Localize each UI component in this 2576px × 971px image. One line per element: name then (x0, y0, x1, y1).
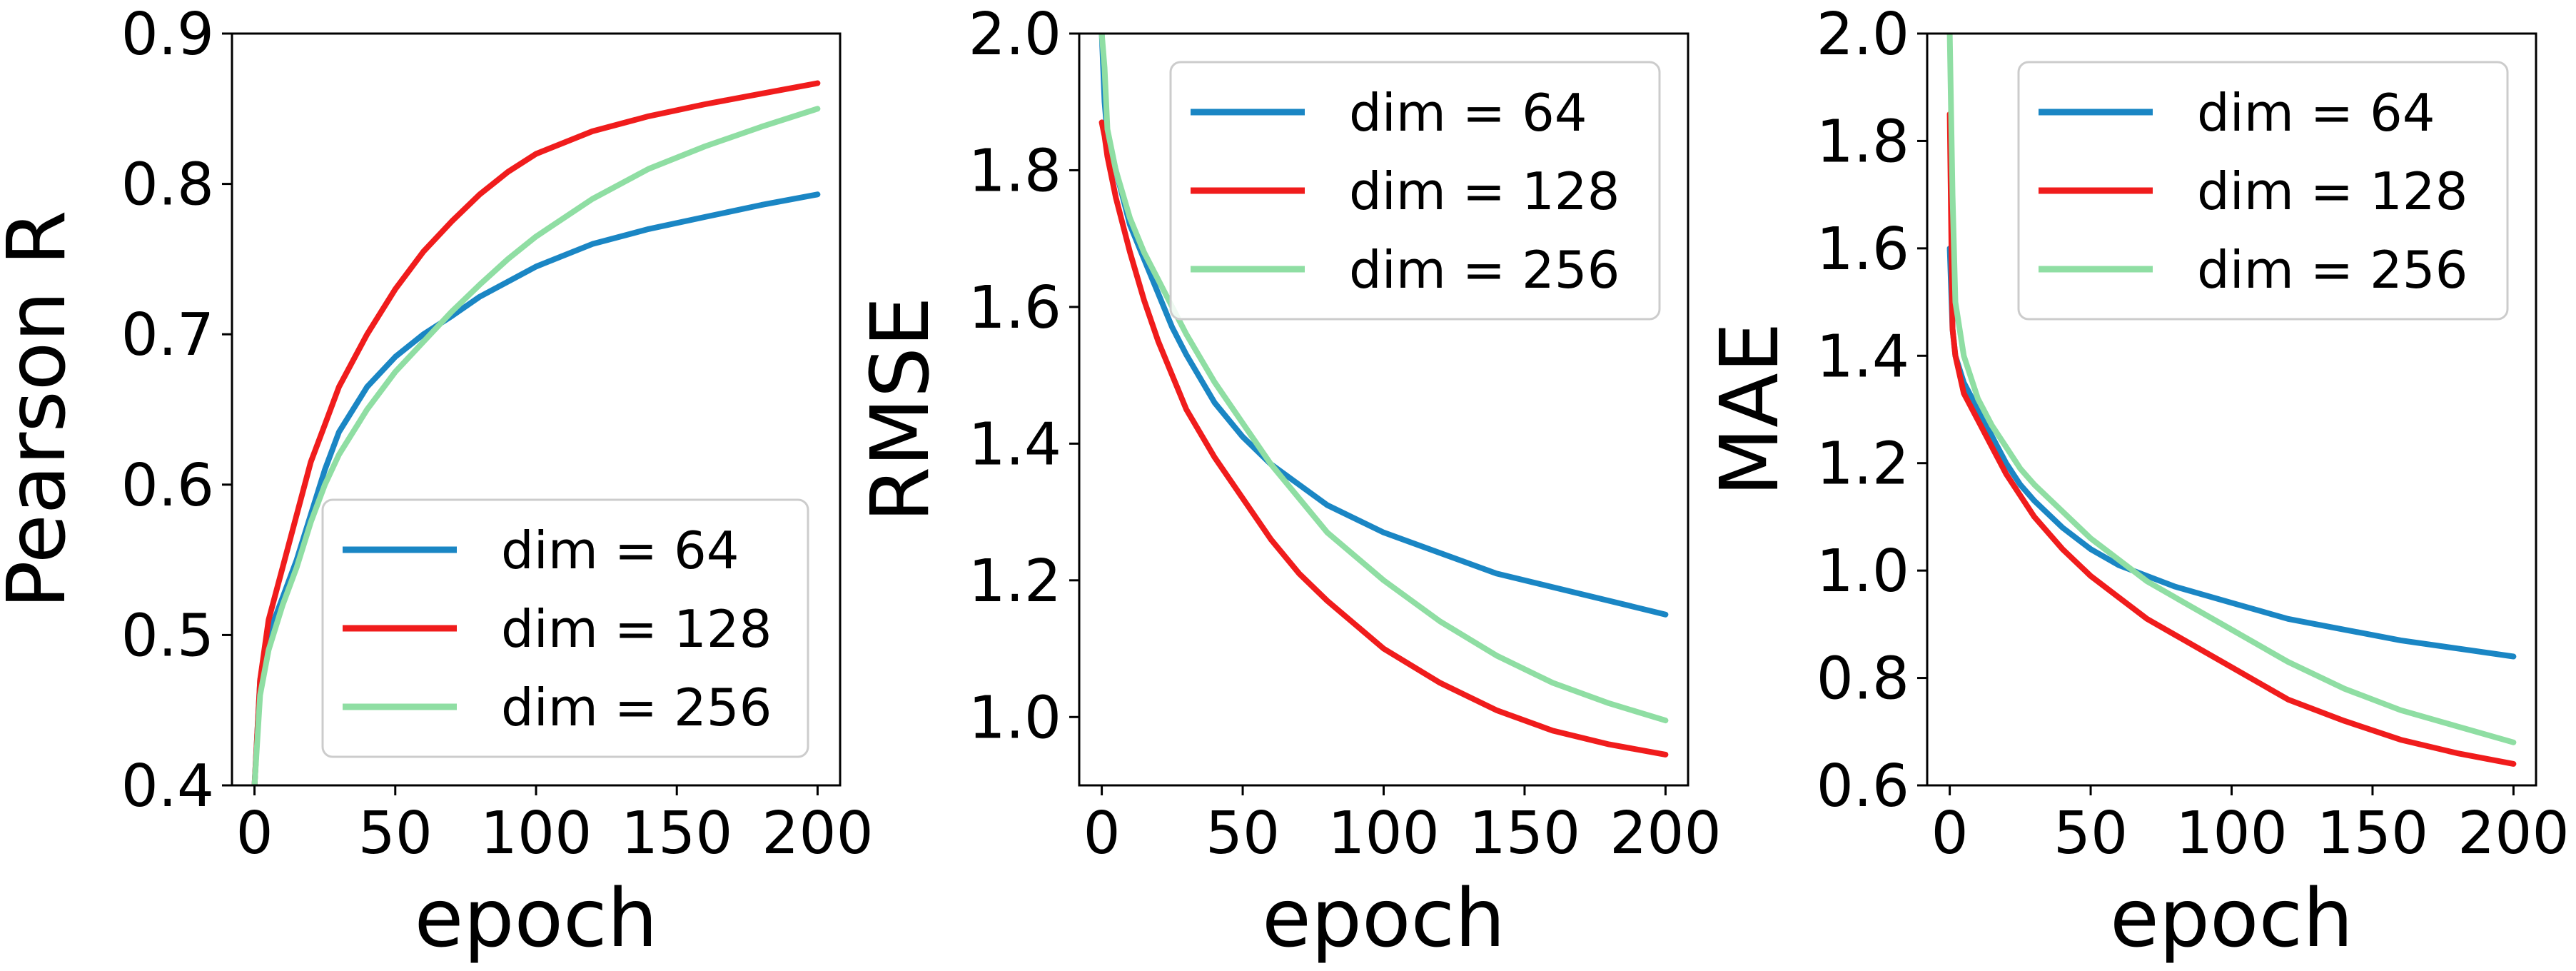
legend: dim = 64 dim = 128 dim = 256 (321, 498, 809, 758)
y-axis-title: MAE (1704, 322, 1797, 496)
panel-1: 0 50 100 150 200 0.4 0.5 0.6 0.7 0.8 0.9 epoch Pears… (0, 1, 874, 965)
legend-label: dim = 128 (501, 599, 772, 659)
legend-label: dim = 256 (501, 678, 772, 738)
y-tick-label: 1.6 (1817, 216, 1909, 283)
x-tick-label: 50 (1206, 800, 1280, 867)
legend: dim = 64 dim = 128 dim = 256 (2017, 61, 2509, 321)
y-axis-title: Pearson R (0, 210, 84, 608)
y-tick-label: 1.6 (969, 274, 1061, 342)
x-tick-label: 0 (236, 800, 273, 867)
y-tick-label: 1.4 (1817, 323, 1909, 391)
series-line-dim64 (1946, 245, 2517, 660)
legend-label: dim = 64 (1349, 83, 1587, 143)
legend-box (321, 498, 809, 758)
legend-box (1169, 61, 1661, 321)
legend-label: dim = 128 (2197, 161, 2468, 221)
legend: dim = 64 dim = 128 dim = 256 (1169, 61, 1661, 321)
y-tick-label: 0.6 (1817, 753, 1909, 820)
y-tick-label: 0.5 (121, 602, 214, 670)
series-group (1098, 34, 1669, 758)
y-tick-label: 1.8 (1817, 108, 1909, 176)
y-tick-label: 1.2 (969, 548, 1061, 615)
y-tick-label: 0.6 (121, 452, 214, 520)
y-tick-label: 0.4 (121, 753, 214, 820)
legend-label: dim = 64 (501, 520, 739, 580)
y-axis-title: RMSE (854, 296, 947, 522)
y-tick-label: 1.0 (1817, 538, 1909, 605)
panel-3: 0 50 100 150 200 0.6 0.8 1.0 1.2 1.4 1.6 1.8 2.0 epoc… (1704, 1, 2570, 965)
x-axis-title: epoch (1262, 872, 1505, 965)
x-tick-label: 200 (2458, 800, 2570, 867)
y-tick-label: 0.7 (121, 301, 214, 369)
x-tick-label: 50 (358, 800, 433, 867)
series-line-dim256 (1098, 34, 1669, 724)
series-line-dim256 (1946, 34, 2517, 745)
x-tick-label: 150 (2317, 800, 2429, 867)
y-tick-label: 0.8 (1817, 645, 1909, 713)
x-tick-label: 0 (1084, 800, 1121, 867)
series-line-dim128 (251, 80, 821, 785)
series-group (1946, 34, 2517, 767)
legend-box (2017, 61, 2509, 321)
series-line-dim256 (251, 106, 821, 785)
x-tick-label: 200 (762, 800, 874, 867)
legend-label: dim = 64 (2197, 83, 2435, 143)
y-tick-label: 2.0 (1817, 1, 1909, 69)
y-tick-label: 0.8 (121, 151, 214, 219)
legend-label: dim = 128 (1349, 161, 1620, 221)
x-axis-title: epoch (414, 872, 657, 965)
legend-label: dim = 256 (1349, 240, 1620, 300)
y-tick-label: 2.0 (969, 1, 1061, 69)
x-tick-label: 0 (1931, 800, 1969, 867)
legend-label: dim = 256 (2197, 240, 2468, 300)
x-tick-label: 100 (1328, 800, 1440, 867)
x-tick-label: 150 (1469, 800, 1581, 867)
y-tick-label: 1.2 (1817, 431, 1909, 498)
x-tick-label: 150 (621, 800, 733, 867)
y-tick-label: 1.8 (969, 137, 1061, 205)
x-axis-title: epoch (2110, 872, 2353, 965)
x-tick-label: 50 (2054, 800, 2128, 867)
series-line-dim128 (1946, 111, 2517, 767)
x-tick-label: 100 (480, 800, 592, 867)
y-tick-label: 1.4 (969, 411, 1061, 478)
x-tick-label: 100 (2176, 800, 2288, 867)
series-line-dim128 (1098, 119, 1669, 758)
panel-2: 0 50 100 150 200 1.0 1.2 1.4 1.6 1.8 2.0 epoch RMSE d… (854, 1, 1722, 965)
y-tick-label: 0.9 (121, 1, 214, 69)
x-tick-label: 200 (1610, 800, 1722, 867)
y-tick-label: 1.0 (969, 684, 1061, 752)
series-group (251, 80, 821, 785)
